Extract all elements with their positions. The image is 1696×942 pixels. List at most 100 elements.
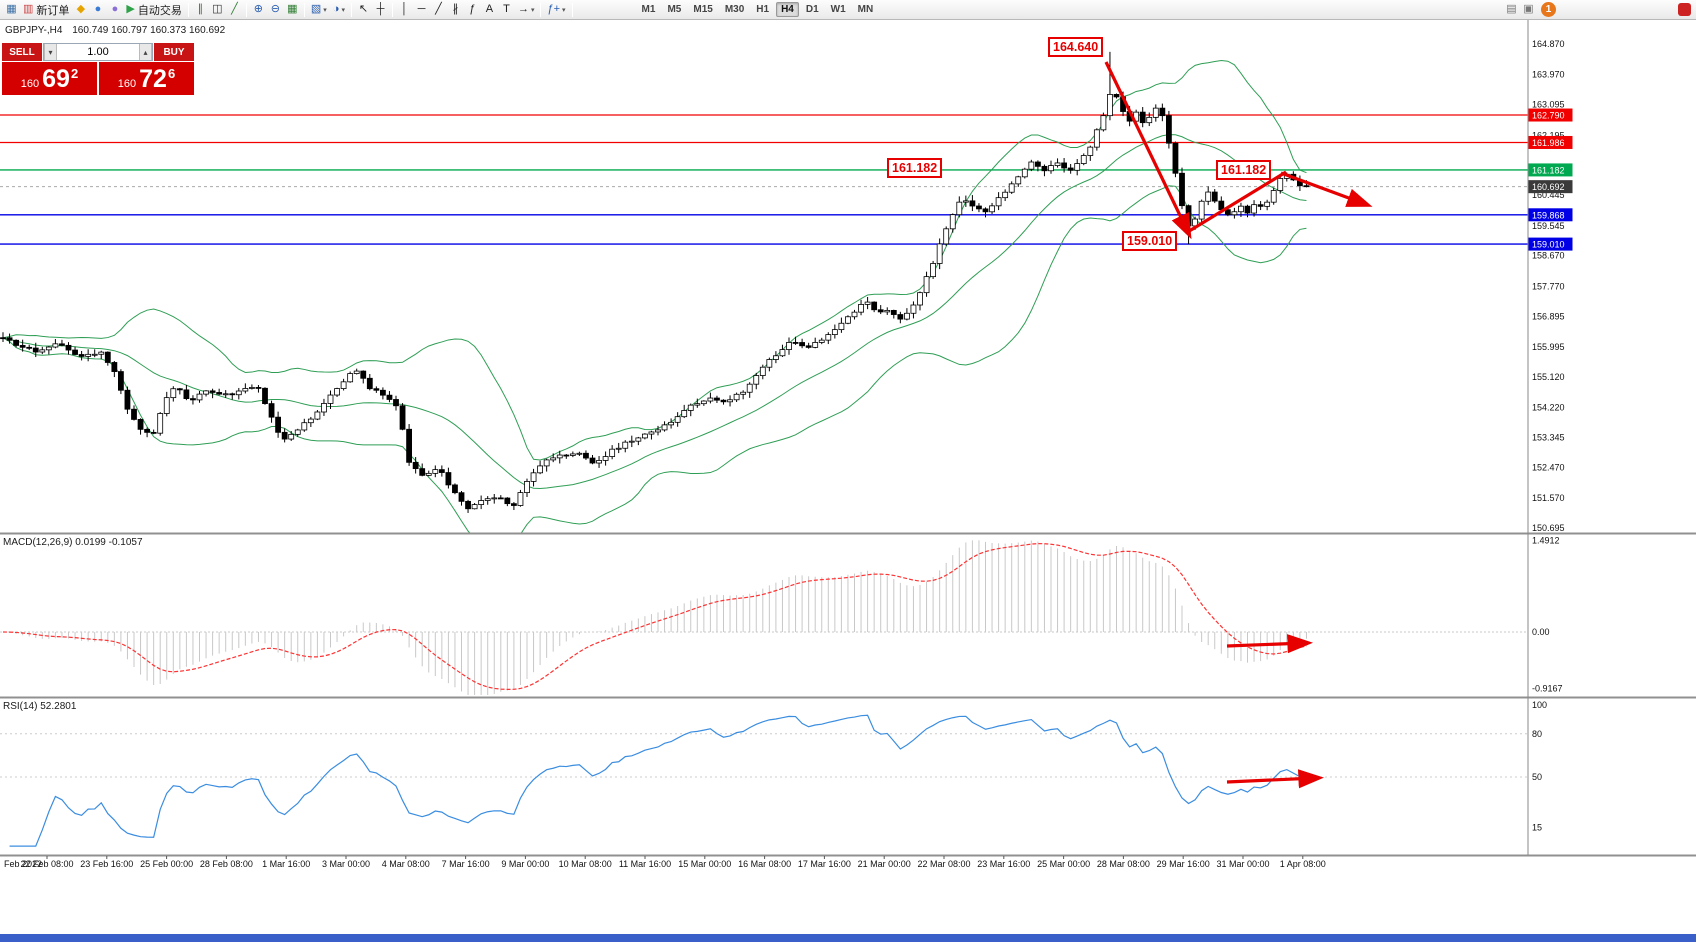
bid-pip-digit: 2: [70, 66, 79, 81]
trendline-icon[interactable]: ╱: [430, 1, 447, 18]
brand-icon: [1678, 3, 1691, 16]
volume-decrease-button[interactable]: ▾: [44, 44, 57, 60]
time-axis-label: 22 Mar 08:00: [917, 859, 970, 869]
timeframe-M15[interactable]: M15: [693, 4, 713, 15]
price-annotation[interactable]: 161.182: [887, 158, 943, 178]
time-axis-label: 28 Mar 08:00: [1097, 859, 1150, 869]
notifications-badge[interactable]: 1: [1541, 2, 1556, 17]
candles: [0, 51, 1310, 513]
profile-icon: ●: [94, 3, 102, 15]
rsi-label: RSI(14) 52.2801: [3, 701, 77, 712]
vertical-line-icon[interactable]: │: [396, 1, 413, 18]
time-axis-label: 22 Feb 08:00: [20, 859, 73, 869]
zoom-in-icon[interactable]: ⊕: [250, 1, 267, 18]
trend-arrow[interactable]: [1226, 769, 1324, 789]
time-axis-label: 15 Mar 00:00: [678, 859, 731, 869]
news-icon[interactable]: ▣: [1520, 1, 1537, 18]
buy-button[interactable]: BUY: [154, 43, 194, 61]
buy-price-display[interactable]: 160 72 6: [99, 62, 194, 95]
timeframe-M30[interactable]: M30: [724, 4, 745, 15]
timeframe-H4[interactable]: H4: [776, 2, 799, 17]
crosshair-icon[interactable]: ┼: [372, 1, 389, 18]
time-axis-label: 3 Mar 00:00: [322, 859, 370, 869]
bid-prefix: 160: [20, 78, 40, 90]
time-axis-label: 25 Feb 00:00: [140, 859, 193, 869]
arrows-tool-icon[interactable]: → ▾: [515, 1, 538, 18]
price-annotation[interactable]: 161.182: [1216, 160, 1272, 180]
candlestick-chart-icon[interactable]: ◫: [209, 1, 226, 18]
zoom-out-icon[interactable]: ⊖: [267, 1, 284, 18]
time-axis-label: 23 Feb 16:00: [80, 859, 133, 869]
trend-arrow[interactable]: [1226, 634, 1313, 654]
toolbar-separator: [245, 2, 247, 17]
ask-pip-digit: 6: [167, 66, 176, 81]
dropdown-caret-icon: ▾: [323, 6, 327, 14]
text-icon[interactable]: A: [481, 1, 498, 18]
horizontal-line-icon[interactable]: ─: [413, 1, 430, 18]
line-chart-icon[interactable]: ╱: [226, 1, 243, 18]
new-order-icon: ▥: [23, 3, 34, 15]
trend-arrow[interactable]: [1280, 171, 1373, 207]
chat-icon[interactable]: ▤: [1503, 1, 1520, 18]
tile-windows-icon[interactable]: ▦: [284, 1, 301, 18]
price-badge: [1528, 180, 1573, 194]
time-axis-label: 28 Feb 08:00: [200, 859, 253, 869]
label-icon[interactable]: T: [498, 1, 515, 18]
profiles-icon[interactable]: ◑ ▾: [330, 1, 348, 18]
cursor-icon[interactable]: ↖: [355, 1, 372, 18]
timeframe-M1[interactable]: M1: [641, 4, 656, 15]
price-annotation[interactable]: 159.010: [1122, 231, 1178, 251]
time-axis-label: Feb 2022: [4, 859, 42, 869]
sell-button[interactable]: SELL: [2, 43, 42, 61]
price-annotation[interactable]: 164.640: [1048, 37, 1104, 57]
autotrade-button-label: 自动交易: [137, 4, 182, 17]
timeframe-MN[interactable]: MN: [857, 4, 874, 15]
price-badge-label: 162.790: [1532, 111, 1565, 121]
text-icon: A: [485, 3, 494, 15]
trend-arrow[interactable]: [1104, 61, 1192, 240]
new-order-button[interactable]: ▥ 新订单: [20, 1, 72, 18]
chart-title: GBPJPY-,H4 160.749 160.797 160.373 160.6…: [5, 25, 225, 36]
bollinger-middle-band: [2, 134, 1307, 489]
symbol-period-label: GBPJPY-,H4: [5, 25, 63, 36]
price-badge-label: 161.986: [1532, 138, 1565, 148]
volume-increase-button[interactable]: ▴: [139, 44, 152, 60]
bar-chart-icon[interactable]: ∥: [192, 1, 209, 18]
app-icon[interactable]: ▦: [3, 1, 20, 18]
time-axis-label: 10 Mar 08:00: [559, 859, 612, 869]
time-axis-label: 7 Mar 16:00: [442, 859, 490, 869]
ask-prefix: 160: [117, 78, 137, 90]
market-icon[interactable]: ●: [106, 1, 123, 18]
autotrade-button[interactable]: ▶ 自动交易: [123, 1, 184, 18]
crosshair-icon: ┼: [376, 3, 385, 15]
arrows-tool-icon: →: [517, 3, 529, 15]
price-axis-label: 155.120: [1532, 372, 1565, 382]
new-chart-icon[interactable]: ▧ ▾: [308, 1, 330, 18]
price-badge: [1528, 135, 1573, 149]
cursor-icon: ↖: [358, 3, 369, 15]
sell-price-display[interactable]: 160 69 2: [2, 62, 97, 95]
timeframe-M5[interactable]: M5: [667, 4, 682, 15]
time-axis-label: 17 Mar 16:00: [798, 859, 851, 869]
price-axis-label: 151.570: [1532, 493, 1565, 503]
channel-icon[interactable]: ∦: [447, 1, 464, 18]
price-axis[interactable]: 164.870 163.970 163.095 162.195 160.445 159.5…: [1527, 20, 1573, 855]
volume-value[interactable]: 1.00: [87, 46, 109, 58]
chart-add-icon[interactable]: ◆: [72, 1, 89, 18]
tile-windows-icon: ▦: [287, 3, 298, 15]
volume-control[interactable]: ▾ 1.00 ▴: [43, 43, 153, 61]
fibonacci-icon[interactable]: ƒ: [464, 1, 481, 18]
timeframe-D1[interactable]: D1: [805, 4, 819, 15]
rsi-line: [9, 714, 1307, 847]
zoom-out-icon: ⊖: [270, 3, 280, 15]
timeframe-W1[interactable]: W1: [830, 4, 846, 15]
autotrade-play-icon: ▶: [126, 3, 135, 15]
profile-icon[interactable]: ●: [89, 1, 106, 18]
timeframe-H1[interactable]: H1: [756, 4, 770, 15]
toolbar-separator: [571, 2, 573, 17]
new-order-button-label: 新订单: [36, 4, 70, 17]
trend-arrows[interactable]: [1104, 61, 1373, 789]
indicators-icon[interactable]: ƒ+ ▾: [544, 1, 568, 18]
trend-arrow[interactable]: [1185, 170, 1287, 235]
